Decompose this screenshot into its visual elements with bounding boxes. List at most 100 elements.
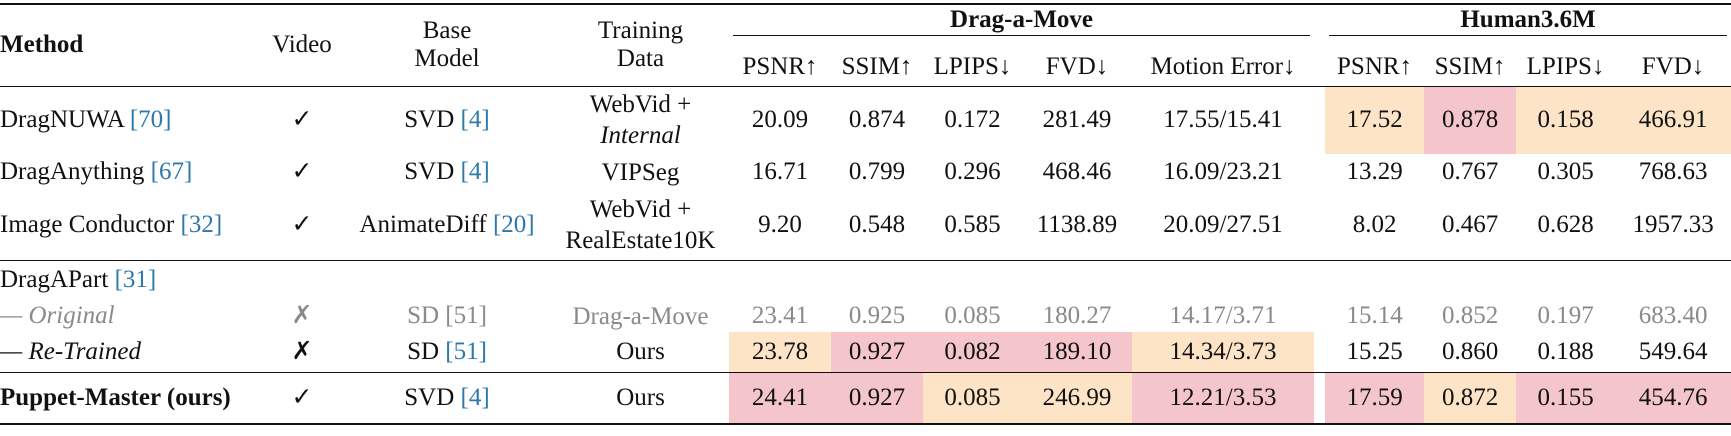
metric-header: LPIPS↓ xyxy=(1526,52,1605,80)
metric-cell: 23.78 xyxy=(729,332,831,372)
metric-cell: 0.548 xyxy=(848,210,906,238)
base-model: SD xyxy=(407,302,440,329)
method-name: DragNUWA xyxy=(0,106,124,134)
base-model-cell: SVD [4] xyxy=(342,85,552,154)
metric-cell: 0.197 xyxy=(1537,302,1594,329)
header-line: Training xyxy=(597,17,684,45)
citation: [4] xyxy=(460,106,490,134)
table-row: Puppet-Master (ours) ✓ SVD [4] Ours 24.41 0.9… xyxy=(0,371,1731,425)
spacer xyxy=(1314,190,1325,260)
metric-cell: 0.872 xyxy=(1424,371,1517,425)
metric-cell: 0.155 xyxy=(1516,371,1616,425)
table-row: — Re-Trained ✗ SD [51] Ours 23.78 0.927 0.082 1… xyxy=(0,332,1731,372)
metric-cell: 8.02 xyxy=(1352,210,1397,238)
training-cell: Ours xyxy=(552,332,729,372)
metric-cell: 180.27 xyxy=(1042,302,1112,329)
header-text: Video xyxy=(272,31,332,59)
citation: [4] xyxy=(460,158,490,185)
metric-cell: 246.99 xyxy=(1022,371,1132,425)
training-cell: VIPSeg xyxy=(552,154,729,190)
table-row: — Original ✗ SD [51] Drag-a-Move 23.41 0.925 0… xyxy=(0,300,1731,332)
table-row: DragAnything [67] ✓ SVD [4] VIPSeg 16.71 0.79… xyxy=(0,154,1731,190)
metric-cell: 15.14 xyxy=(1346,302,1403,329)
metric-cell: 9.20 xyxy=(758,210,802,238)
video-cell: ✗ xyxy=(291,302,313,329)
training-line: WebVid + xyxy=(589,195,692,223)
metric-cell: 281.49 xyxy=(1022,85,1132,154)
method-name: Puppet-Master (ours) xyxy=(0,383,231,411)
method-cell: Image Conductor [32] xyxy=(0,190,262,260)
training-line: RealEstate10K xyxy=(565,226,716,254)
training-cell: Drag-a-Move xyxy=(552,300,729,332)
method-cell: — Original xyxy=(0,300,262,332)
metric-cell: 20.09/27.51 xyxy=(1163,210,1283,238)
column-header: Base Model xyxy=(342,3,552,86)
metric-cell: 0.927 xyxy=(831,332,923,372)
column-header: Training Data xyxy=(552,3,729,86)
metric-cell: 0.925 xyxy=(848,302,906,329)
metric-cell: 768.63 xyxy=(1638,158,1708,185)
video-cell: ✗ xyxy=(291,337,313,365)
group-title: Drag-a-Move xyxy=(950,6,1094,33)
metric-cell: 1138.89 xyxy=(1036,210,1118,238)
metric-cell: 0.927 xyxy=(831,371,923,425)
metric-cell: 549.64 xyxy=(1638,337,1708,365)
header-line: Data xyxy=(616,45,665,73)
metric-cell: 0.799 xyxy=(848,158,906,185)
metric-cell: 454.76 xyxy=(1615,371,1731,425)
metric-cell: 23.41 xyxy=(751,302,809,329)
metric-header: SSIM↑ xyxy=(841,52,913,80)
spacer xyxy=(1314,154,1325,190)
method-cell: DragAPart [31] xyxy=(0,259,262,300)
spacer xyxy=(1314,371,1326,425)
table-header: Method Video Base Model Training Data Drag-a-M… xyxy=(0,3,1731,86)
method-cell: — Re-Trained xyxy=(0,332,262,372)
video-cell: ✓ xyxy=(262,371,342,425)
training-line: VIPSeg xyxy=(601,158,680,186)
results-table: Method Video Base Model Training Data Drag-a-M… xyxy=(0,3,1731,425)
metric-header: SSIM↑ xyxy=(1434,52,1506,80)
method-name: — Re-Trained xyxy=(0,337,141,365)
column-header: Method xyxy=(0,3,262,86)
table-row: DragNUWA [70] ✓ SVD [4] WebVid + Internal 20.… xyxy=(0,85,1731,154)
metric-cell: 466.91 xyxy=(1615,85,1731,154)
spacer xyxy=(1314,300,1325,332)
header-line: Model xyxy=(414,45,480,73)
group-title-box: Human3.6M xyxy=(1329,5,1728,36)
citation: [67] xyxy=(150,158,193,185)
metric-cell: 0.296 xyxy=(944,158,1001,185)
column-header: Video xyxy=(262,3,342,86)
metric-header: LPIPS↓ xyxy=(933,52,1012,80)
metric-cell: 683.40 xyxy=(1638,302,1708,329)
metric-cell: 15.25 xyxy=(1346,337,1403,365)
training-cell: Ours xyxy=(552,371,729,425)
header-line: Base xyxy=(422,17,472,45)
metric-cell: 16.71 xyxy=(751,158,809,185)
training-line: WebVid + xyxy=(589,91,692,119)
header-row: PSNR↑ SSIM↑ LPIPS↓ FVD↓ Motion Error↓ PSNR↑ SS… xyxy=(0,48,1731,86)
base-model: SD xyxy=(407,337,440,365)
metric-cell: 14.17/3.71 xyxy=(1169,302,1277,329)
metric-header: Motion Error↓ xyxy=(1150,52,1296,80)
metric-cell: 0.878 xyxy=(1424,85,1517,154)
table-body: DragNUWA [70] ✓ SVD [4] WebVid + Internal 20.… xyxy=(0,85,1731,425)
group-title: Human3.6M xyxy=(1460,6,1596,33)
citation: [51] xyxy=(445,302,487,329)
method-name: DragAnything xyxy=(0,158,145,185)
metric-header: FVD↓ xyxy=(1045,52,1109,80)
spacer xyxy=(1314,3,1326,86)
base-model-cell: SVD [4] xyxy=(342,154,552,190)
citation: [51] xyxy=(445,337,487,365)
citation: [32] xyxy=(180,210,223,238)
metric-header: FVD↓ xyxy=(1641,52,1705,80)
training-line: Internal xyxy=(600,122,681,150)
base-model-cell: SD [51] xyxy=(342,300,552,332)
metric-cell: 17.52 xyxy=(1325,85,1425,154)
metric-cell: 16.09/23.21 xyxy=(1163,158,1283,185)
citation: [4] xyxy=(460,383,490,411)
training-line: Drag-a-Move xyxy=(572,302,709,330)
metric-cell: 0.860 xyxy=(1441,337,1499,365)
metric-cell: 468.46 xyxy=(1042,158,1112,185)
citation: [20] xyxy=(492,210,535,238)
metric-cell: 0.874 xyxy=(831,85,923,154)
